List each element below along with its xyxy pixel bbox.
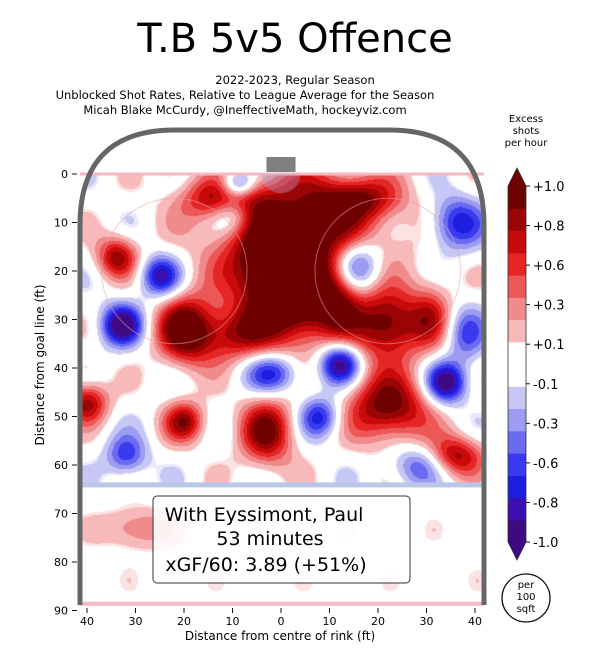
chart-title: T.B 5v5 Offence [136,16,452,62]
goal-crease [261,174,301,194]
player-annotation-box: With Eyssimont, Paul 53 minutes xGF/60: … [152,495,411,584]
colorbar-band [508,364,526,387]
colorbar-band [508,252,526,276]
colorbar-band [508,341,526,365]
colorbar-tick-label: +1.0 [533,180,565,195]
colorbar-top-arrow [508,168,526,186]
x-axis-label: Distance from centre of rink (ft) [185,629,375,643]
colorbar-title-line-3: per hour [505,138,549,149]
colorbar-band [508,497,526,521]
colorbar-title-line-2: shots [513,126,540,137]
y-axis-label: Distance from goal line (ft) [33,284,47,445]
colorbar-band [508,297,526,321]
colorbar-tick-label: -0.8 [533,496,558,511]
annotation-xgf: xGF/60: 3.89 (+51%) [165,554,366,576]
subtitle-line-2: Unblocked Shot Rates, Relative to League… [56,88,435,102]
unit-line-1: per [518,580,536,591]
y-tick-label: 60 [54,459,68,472]
colorbar-bottom-arrow [508,542,526,560]
colorbar-tick-label: -1.0 [533,536,558,551]
x-tick-label: 40 [468,615,482,628]
y-tick-label: 40 [54,362,68,375]
colorbar-tick-label: -0.1 [533,378,558,393]
colorbar-band [508,430,526,454]
x-tick-label: 10 [323,615,337,628]
colorbar-band [508,186,526,209]
y-tick-label: 70 [54,508,68,521]
annotation-player: With Eyssimont, Paul [165,504,364,526]
x-axis-ticks: 40 30 20 10 0 10 20 30 40 [80,608,482,628]
colorbar: Excess shots per hour +1.0 +0.8 +0.6 +0.3 +0… [501,114,565,623]
faceoff-circle-left [101,197,248,345]
y-axis-ticks: 0 10 20 30 40 50 60 70 80 90 [54,168,77,618]
colorbar-tick-label: -0.3 [533,417,558,432]
colorbar-bands [507,167,527,561]
unit-line-2: 100 [516,592,535,603]
unit-line-3: sqft [517,604,536,615]
unit-circle [501,573,551,623]
y-tick-label: 80 [54,556,68,569]
colorbar-band [508,230,526,254]
y-tick-label: 90 [54,605,68,618]
y-tick-label: 50 [54,411,68,424]
y-tick-label: 20 [54,265,68,278]
faceoff-circle-right [314,197,461,345]
x-tick-label: 20 [371,615,385,628]
colorbar-title-line-1: Excess [509,114,543,125]
colorbar-tick-label: -0.6 [533,457,558,472]
colorbar-band [508,475,526,499]
subtitle-line-3: Micah Blake McCurdy, @IneffectiveMath, h… [83,103,406,117]
subtitle-line-1: 2022-2023, Regular Season [215,73,375,87]
x-tick-label: 10 [226,615,240,628]
x-tick-label: 20 [177,615,191,628]
x-tick-label: 0 [278,615,285,628]
colorbar-band [508,408,526,432]
x-tick-label: 30 [420,615,434,628]
x-tick-label: 30 [129,615,143,628]
colorbar-band [508,208,526,232]
colorbar-tick-label: +0.3 [533,299,565,314]
rink-boards [77,127,487,605]
x-tick-label: 40 [80,615,94,628]
rink-markings [80,157,484,606]
colorbar-band [508,453,526,476]
blue-line [80,482,484,488]
colorbar-band [508,275,526,298]
colorbar-band [508,519,526,543]
y-tick-label: 0 [61,168,68,181]
y-tick-label: 10 [54,217,68,230]
goal-net [266,157,296,172]
colorbar-band [508,319,526,343]
colorbar-band [508,386,526,410]
colorbar-ticks: +1.0 +0.8 +0.6 +0.3 +0.1 -0.1 -0.3 -0.6 -0.8 -1.0 [526,180,565,551]
colorbar-tick-label: +0.6 [533,259,565,274]
annotation-minutes: 53 minutes [216,528,323,550]
colorbar-tick-label: +0.1 [533,338,565,353]
annotation-box-frame [152,495,411,584]
colorbar-tick-label: +0.8 [533,220,565,235]
y-tick-label: 30 [54,314,68,327]
